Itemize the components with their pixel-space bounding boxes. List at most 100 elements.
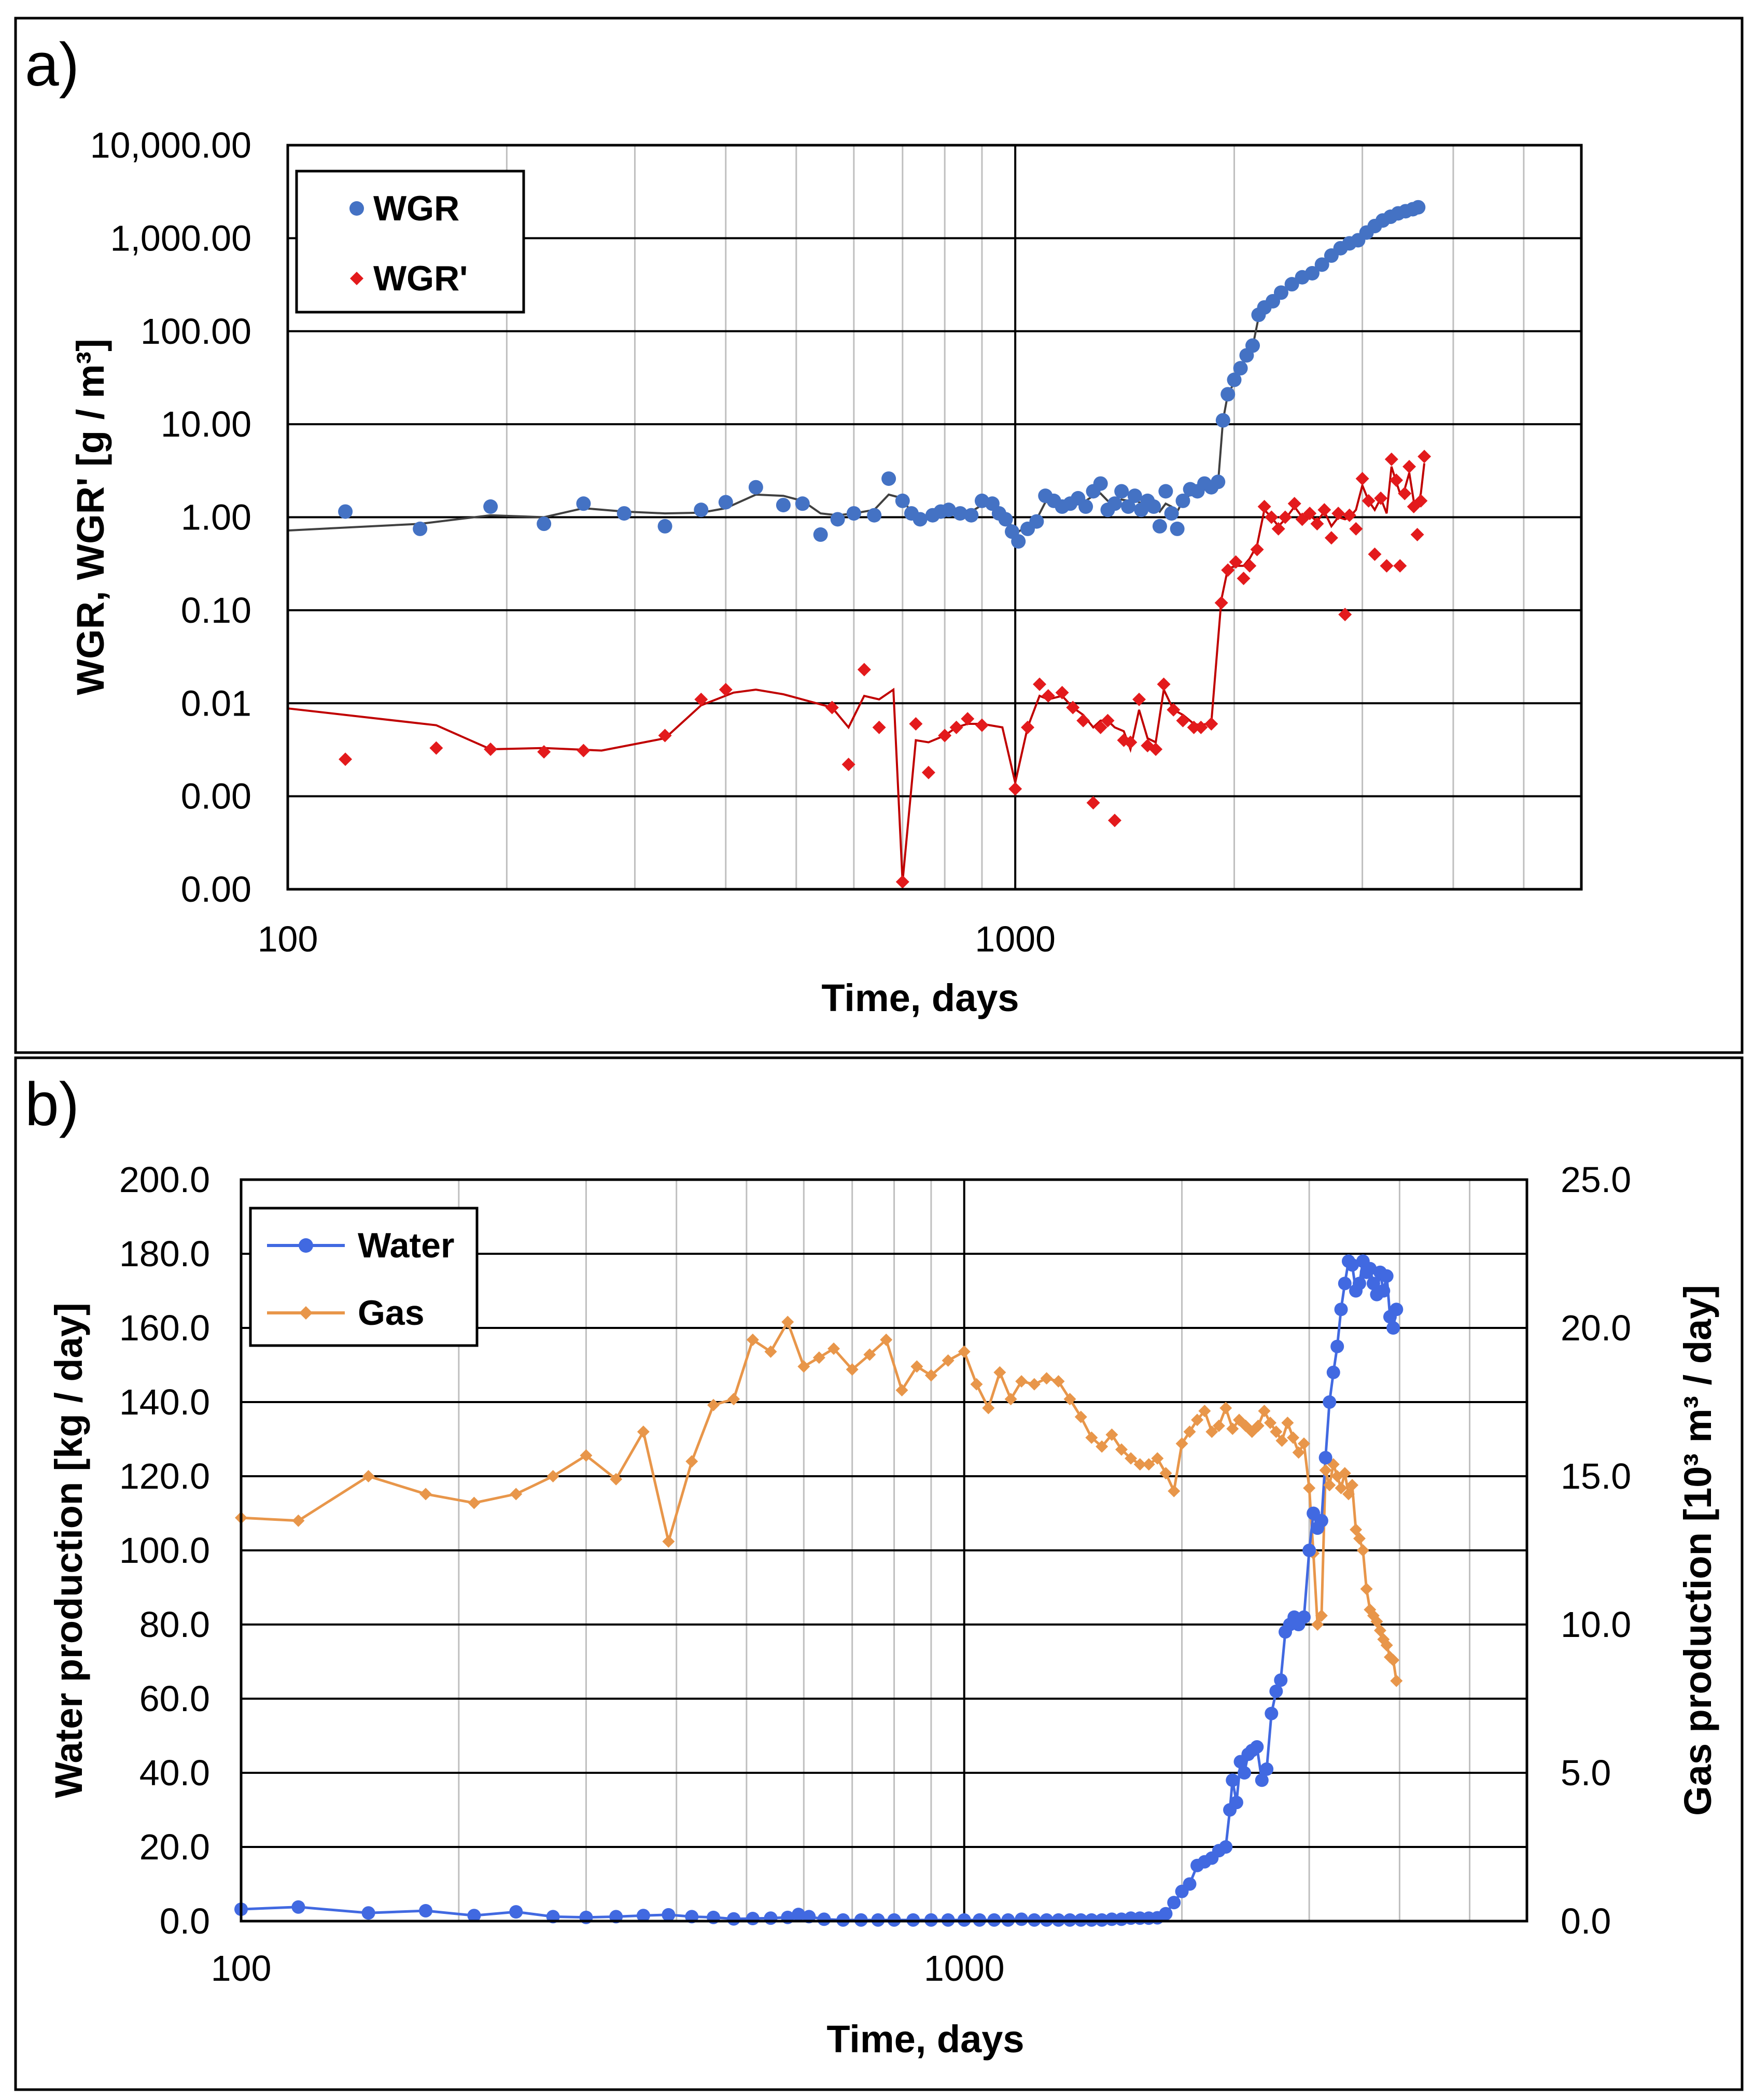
gas-data-point bbox=[1219, 1402, 1232, 1415]
water-data-point bbox=[1345, 1258, 1359, 1272]
wgr-prime-data-point bbox=[1093, 720, 1107, 734]
water-data-point bbox=[1159, 1907, 1173, 1921]
gas-data-point bbox=[580, 1449, 593, 1462]
left-y-tick-label: 160.0 bbox=[119, 1308, 210, 1348]
wgr-data-point bbox=[576, 496, 591, 511]
water-data-point bbox=[1366, 1277, 1380, 1291]
wgr-data-point bbox=[795, 496, 810, 511]
wgr-prime-data-point bbox=[694, 692, 708, 706]
wgr-data-point bbox=[1284, 277, 1299, 292]
legend-label-wgr: WGR bbox=[373, 189, 459, 228]
gas-data-point bbox=[1323, 1479, 1336, 1492]
water-data-point bbox=[1338, 1277, 1352, 1291]
panel-b-left-y-axis-title: Water production [kg / day] bbox=[47, 1303, 90, 1798]
wgr-prime-data-point bbox=[1086, 796, 1100, 810]
gas-data-point bbox=[1040, 1372, 1053, 1385]
legend-swatch bbox=[299, 1238, 313, 1253]
wgr-data-point bbox=[813, 527, 828, 542]
water-data-point bbox=[1363, 1262, 1377, 1276]
panel-b-data-points bbox=[234, 1254, 1404, 1927]
gas-data-point bbox=[1270, 1425, 1283, 1438]
wgr-prime-data-point bbox=[1362, 494, 1376, 508]
wgr-data-point bbox=[1314, 257, 1329, 272]
wgr-data-point bbox=[1127, 488, 1142, 503]
wgr-prime-data-point bbox=[872, 720, 886, 734]
legend-label-wgr-prime: WGR' bbox=[373, 259, 468, 298]
wgr-data-point bbox=[1220, 387, 1236, 402]
gas-data-point bbox=[1264, 1417, 1277, 1430]
right-y-tick-label: 10.0 bbox=[1561, 1604, 1631, 1645]
wgr-prime-data-point bbox=[429, 741, 443, 755]
wgr-data-point bbox=[895, 493, 910, 508]
gas-data-point bbox=[1175, 1437, 1188, 1450]
water-data-point bbox=[1265, 1706, 1279, 1720]
wgr-prime-data-point bbox=[949, 720, 963, 734]
gas-data-point bbox=[362, 1470, 375, 1482]
gas-data-point bbox=[685, 1455, 698, 1468]
water-data-point bbox=[1219, 1840, 1233, 1854]
wgr-prime-data-point bbox=[1355, 472, 1369, 486]
wgr-prime-data-point bbox=[537, 745, 551, 759]
gas-data-point bbox=[1311, 1618, 1324, 1631]
wgr-prime-data-point bbox=[1278, 510, 1292, 524]
left-y-tick-label: 60.0 bbox=[139, 1678, 210, 1719]
water-data-point bbox=[1318, 1451, 1332, 1465]
wgr-data-point bbox=[1211, 474, 1226, 489]
gas-data-point bbox=[292, 1514, 305, 1527]
panel-b-legend-box bbox=[249, 1207, 479, 1347]
gas-data-point bbox=[1350, 1523, 1363, 1536]
water-data-point bbox=[1183, 1877, 1197, 1891]
gas-data-point bbox=[1085, 1431, 1098, 1444]
gas-data-point bbox=[419, 1488, 432, 1501]
gas-data-point bbox=[1191, 1413, 1204, 1426]
water-data-point bbox=[291, 1900, 305, 1914]
left-y-tick-label: 140.0 bbox=[119, 1382, 210, 1422]
wgr-prime-data-point bbox=[1410, 528, 1424, 542]
wgr-prime-data-point bbox=[975, 718, 989, 732]
gas-data-point bbox=[764, 1345, 777, 1358]
wgr-prime-data-point bbox=[1229, 555, 1243, 569]
water-data-point bbox=[1352, 1277, 1366, 1291]
wgr-prime-data-point bbox=[857, 663, 871, 677]
wgr-prime-data-point bbox=[1287, 497, 1301, 511]
wgr-data-point bbox=[1233, 361, 1248, 376]
y-tick-label: 10.00 bbox=[161, 404, 251, 444]
wgr-prime-data-point bbox=[1041, 689, 1055, 703]
gas-data-point bbox=[1028, 1378, 1041, 1391]
wgr-data-point bbox=[1304, 265, 1320, 281]
water-data-point bbox=[1167, 1896, 1181, 1910]
left-y-tick-label: 40.0 bbox=[139, 1753, 210, 1793]
wgr-prime-data-point bbox=[1384, 452, 1398, 466]
x-tick-label: 100 bbox=[258, 919, 318, 959]
right-y-tick-label: 25.0 bbox=[1561, 1159, 1631, 1200]
wgr-prime-data-point bbox=[1124, 735, 1138, 749]
wgr-data-point bbox=[616, 506, 632, 521]
water-data-point bbox=[746, 1911, 760, 1925]
wgr-prime-data-point bbox=[719, 683, 733, 697]
wgr-prime-data-point bbox=[1107, 814, 1121, 828]
panel-a-legend: WGR WGR' bbox=[295, 170, 525, 314]
wgr-data-point bbox=[1164, 506, 1179, 521]
wgr-prime-data-point bbox=[1194, 720, 1208, 734]
gas-data-point bbox=[1387, 1654, 1400, 1667]
gas-data-point bbox=[637, 1425, 650, 1438]
gas-data-point bbox=[958, 1345, 971, 1358]
left-y-tick-label: 180.0 bbox=[119, 1234, 210, 1274]
water-data-point bbox=[1226, 1773, 1240, 1787]
panel-b: b) 0.0 20.0 40.0 60.0 80.0 100.0 120.0 1… bbox=[14, 1056, 1744, 2091]
gas-data-point bbox=[1105, 1428, 1118, 1441]
wgr-prime-data-point bbox=[1380, 559, 1394, 573]
water-data-point bbox=[1380, 1269, 1394, 1283]
left-y-tick-label: 120.0 bbox=[119, 1456, 210, 1496]
gas-data-point bbox=[1115, 1443, 1128, 1456]
gas-data-point bbox=[1205, 1425, 1218, 1438]
gas-data-point bbox=[510, 1488, 523, 1501]
wgr-prime-data-point bbox=[1055, 685, 1069, 699]
wgr-prime-data-point bbox=[1021, 720, 1035, 734]
gas-data-point bbox=[1353, 1532, 1366, 1545]
legend-swatch bbox=[299, 1306, 313, 1320]
wgr-data-point bbox=[1011, 534, 1026, 549]
wgr-prime-data-point bbox=[841, 758, 855, 772]
gas-data-point bbox=[1198, 1405, 1211, 1418]
